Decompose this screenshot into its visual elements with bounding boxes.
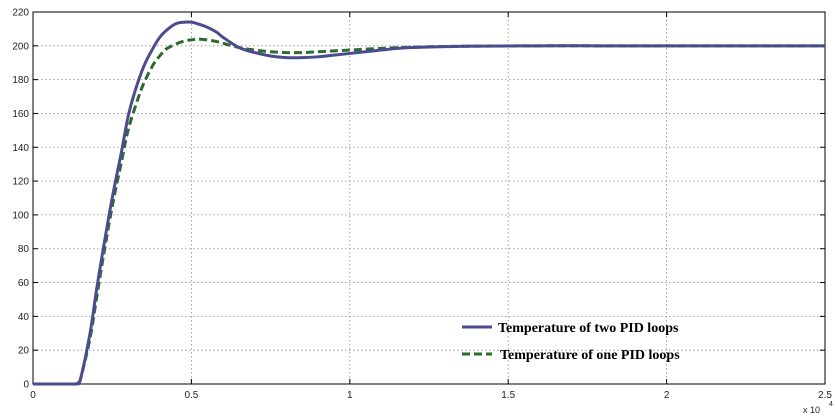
y-tick-label: 180 xyxy=(12,75,29,86)
x-axis-exponent: x 10 4 xyxy=(803,401,833,415)
series-line-2 xyxy=(32,37,825,386)
x-tick-label: 1 xyxy=(347,390,353,401)
y-tick-label: 0 xyxy=(23,380,29,391)
y-tick-label: 140 xyxy=(12,143,29,154)
plot-area xyxy=(32,11,826,385)
y-tick-label: 20 xyxy=(18,346,30,357)
x-exponent-base: x 10 xyxy=(803,405,820,415)
legend: Temperature of two PID loops Temperature … xyxy=(462,321,680,363)
x-tick-label: 2 xyxy=(664,390,670,401)
y-tick-label: 40 xyxy=(18,312,30,323)
y-tick-label: 200 xyxy=(12,41,29,52)
legend-label-2: Temperature of one PID loops xyxy=(500,348,680,363)
y-tick-label: 160 xyxy=(12,109,29,120)
x-exponent-power: 4 xyxy=(829,401,833,408)
y-tick-label: 220 xyxy=(12,8,29,19)
x-tick-label: 0.5 xyxy=(184,390,198,401)
series-lines xyxy=(32,20,825,386)
series-line-1 xyxy=(32,20,825,386)
y-tick-label: 80 xyxy=(18,244,30,255)
y-tick-label: 60 xyxy=(18,278,30,289)
axis-ticks: 0 20 40 60 80 100 120 140 160 180 200 220 0 0.5 1 1.5 2 2… xyxy=(12,8,832,402)
x-tick-label: 2.5 xyxy=(818,390,832,401)
y-tick-label: 120 xyxy=(12,177,29,188)
y-tick-label: 100 xyxy=(12,210,29,221)
x-tick-label: 0 xyxy=(30,390,36,401)
x-tick-label: 1.5 xyxy=(501,390,515,401)
legend-label-1: Temperature of two PID loops xyxy=(498,321,679,336)
